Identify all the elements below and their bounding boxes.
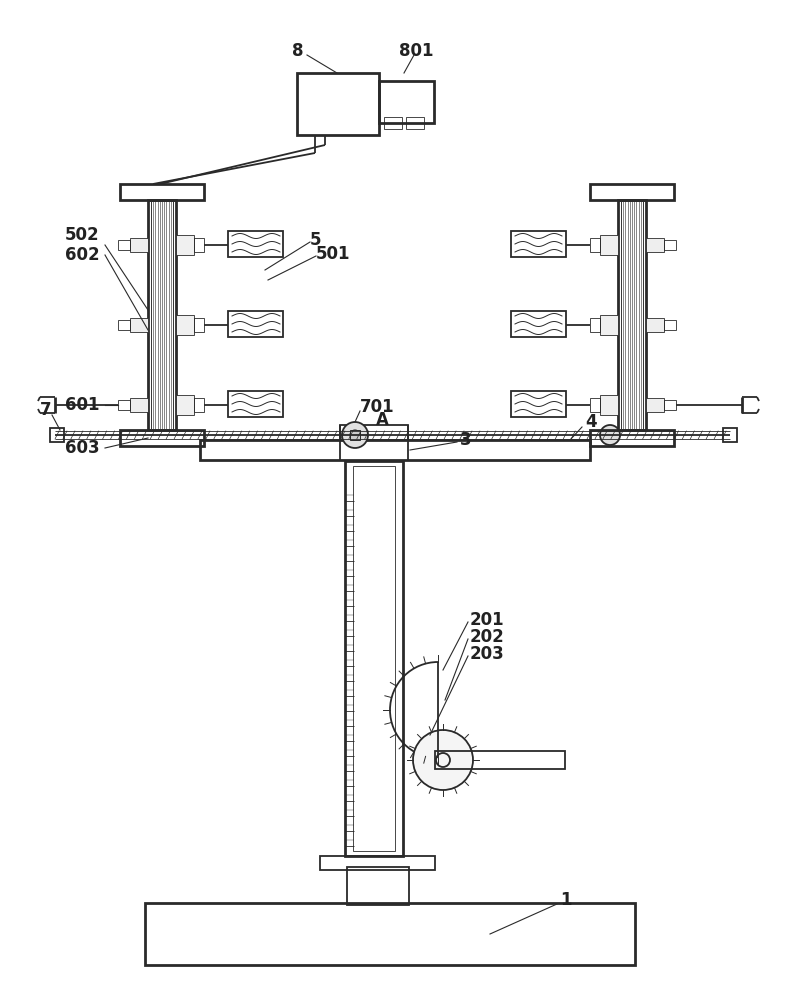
Bar	[118, 240, 130, 250]
Bar	[194, 318, 204, 332]
Text: 601: 601	[65, 396, 99, 414]
Bar	[600, 395, 618, 415]
Text: 1: 1	[560, 891, 572, 909]
Bar	[511, 311, 566, 337]
Bar	[320, 856, 435, 870]
Bar	[176, 395, 194, 415]
Bar	[590, 430, 674, 446]
Circle shape	[413, 730, 473, 790]
Bar	[664, 240, 676, 250]
Bar	[646, 318, 664, 332]
Bar	[590, 398, 600, 412]
Text: 8: 8	[292, 42, 303, 60]
Bar	[406, 117, 424, 129]
Bar	[590, 184, 674, 200]
Circle shape	[600, 425, 620, 445]
Bar	[379, 81, 434, 123]
Bar	[194, 238, 204, 252]
Bar	[340, 425, 408, 440]
Text: 801: 801	[399, 42, 434, 60]
Bar	[228, 231, 283, 257]
Bar	[664, 320, 676, 330]
Bar	[130, 398, 148, 412]
Bar	[118, 320, 130, 330]
Bar	[435, 751, 565, 769]
Bar	[511, 231, 566, 257]
Bar	[118, 400, 130, 410]
Bar	[723, 428, 737, 442]
Text: 201: 201	[470, 611, 505, 629]
Bar	[646, 238, 664, 252]
Bar	[130, 318, 148, 332]
Text: 3: 3	[460, 431, 472, 449]
Bar	[176, 315, 194, 335]
Bar	[600, 315, 618, 335]
Text: 5: 5	[310, 231, 322, 249]
Bar	[345, 461, 403, 856]
Text: 602: 602	[65, 246, 99, 264]
Text: 502: 502	[65, 226, 99, 244]
Bar	[120, 430, 204, 446]
Bar	[148, 200, 176, 430]
Bar	[511, 391, 566, 417]
Text: 501: 501	[316, 245, 350, 263]
Bar	[120, 184, 204, 200]
Text: A: A	[376, 411, 389, 429]
Bar	[176, 235, 194, 255]
Bar	[621, 200, 643, 430]
Text: 203: 203	[470, 645, 505, 663]
Bar	[145, 903, 635, 965]
Bar	[130, 238, 148, 252]
Bar	[228, 391, 283, 417]
Bar	[618, 200, 646, 430]
Text: 202: 202	[470, 628, 505, 646]
Bar	[664, 400, 676, 410]
Bar	[194, 398, 204, 412]
Bar	[347, 867, 409, 905]
Text: 603: 603	[65, 439, 99, 457]
Text: 4: 4	[585, 413, 596, 431]
Text: 7: 7	[40, 401, 52, 419]
Bar	[353, 466, 395, 851]
Bar	[50, 428, 64, 442]
Text: 701: 701	[360, 398, 395, 416]
Bar	[384, 117, 402, 129]
Bar	[297, 73, 379, 135]
Bar	[600, 235, 618, 255]
Circle shape	[342, 422, 368, 448]
Bar	[350, 430, 360, 440]
Bar	[228, 311, 283, 337]
Bar	[151, 200, 173, 430]
Bar	[590, 238, 600, 252]
Bar	[646, 398, 664, 412]
Bar	[590, 318, 600, 332]
Bar	[200, 440, 590, 460]
